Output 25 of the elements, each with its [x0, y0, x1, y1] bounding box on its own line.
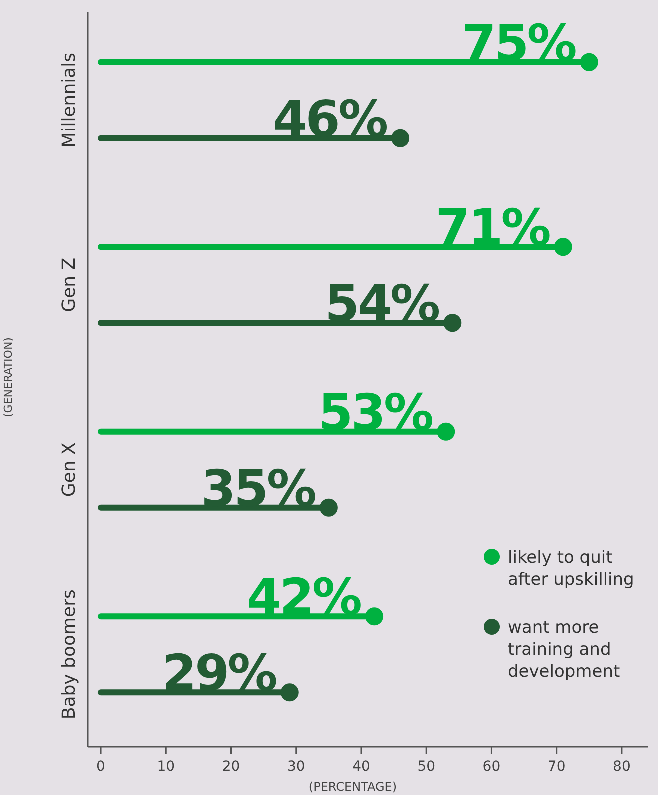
- y-axis-title: (GENERATION): [2, 338, 15, 418]
- legend-label: want more training and development: [508, 618, 620, 682]
- data-label: 54%: [324, 275, 440, 334]
- y-tick-label: Gen X: [59, 442, 80, 498]
- x-axis-title: (PERCENTAGE): [308, 780, 398, 794]
- x-tick-label: 10: [157, 759, 176, 775]
- x-tick-label: 50: [418, 759, 436, 775]
- x-tick-label: 80: [613, 759, 631, 775]
- y-tick-label: Millennials: [59, 52, 80, 148]
- x-tick-label: 30: [287, 759, 306, 775]
- data-label: 29%: [162, 644, 277, 703]
- x-tick-label: 70: [548, 759, 566, 775]
- x-tick-label: 0: [96, 759, 106, 775]
- data-label: 75%: [462, 14, 576, 72]
- x-tick-label: 20: [222, 759, 240, 775]
- data-label: 53%: [318, 384, 434, 442]
- legend-label: likely to quit after upskilling: [508, 548, 634, 590]
- y-tick-label: Gen Z: [59, 258, 80, 312]
- x-tick-label: 40: [352, 759, 370, 775]
- data-label: 35%: [201, 460, 316, 518]
- data-label: 71%: [436, 199, 550, 258]
- x-tick-label: 60: [482, 759, 501, 775]
- y-tick-label: Baby boomers: [59, 590, 80, 720]
- data-label: 42%: [246, 568, 362, 627]
- data-label: 46%: [272, 90, 388, 148]
